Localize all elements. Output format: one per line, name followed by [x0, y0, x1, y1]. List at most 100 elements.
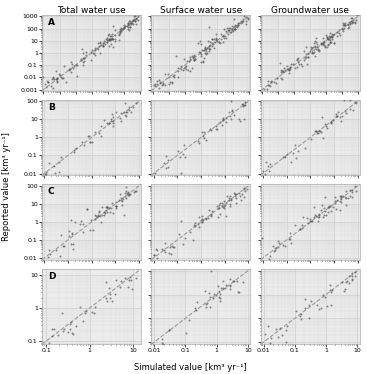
Point	[338, 194, 344, 200]
Point	[97, 40, 103, 46]
Point	[156, 77, 162, 83]
Point	[80, 221, 86, 227]
Point	[121, 25, 127, 31]
Point	[98, 42, 104, 48]
Point	[69, 231, 75, 237]
Point	[316, 212, 322, 218]
Point	[236, 20, 241, 26]
Point	[284, 65, 290, 71]
Point	[154, 82, 160, 88]
Point	[54, 79, 60, 85]
Point	[167, 243, 173, 249]
Point	[244, 186, 250, 191]
Point	[308, 136, 314, 142]
Point	[43, 169, 48, 175]
Point	[298, 316, 304, 322]
Point	[215, 283, 221, 289]
Point	[226, 25, 232, 31]
Point	[245, 15, 251, 21]
Point	[330, 34, 335, 40]
Point	[275, 244, 281, 250]
Point	[171, 244, 177, 250]
Point	[193, 307, 199, 313]
Point	[217, 119, 223, 125]
Point	[214, 38, 219, 44]
Point	[228, 98, 233, 104]
Point	[232, 26, 238, 32]
Point	[54, 75, 60, 81]
Point	[322, 43, 328, 49]
Point	[328, 289, 334, 295]
Point	[331, 40, 337, 46]
Title: Surface water use: Surface water use	[160, 6, 242, 15]
Point	[117, 29, 123, 35]
Point	[73, 145, 79, 151]
Point	[46, 254, 51, 260]
Point	[341, 21, 347, 27]
Point	[134, 15, 139, 21]
Point	[290, 150, 296, 156]
Point	[328, 119, 334, 125]
Point	[268, 335, 273, 341]
Point	[227, 276, 233, 282]
Point	[175, 68, 181, 74]
Point	[342, 108, 348, 114]
Point	[323, 212, 329, 218]
Point	[192, 56, 197, 62]
Point	[299, 222, 305, 228]
Point	[97, 50, 103, 56]
Point	[310, 50, 316, 56]
Point	[331, 40, 337, 46]
Point	[204, 45, 210, 51]
Point	[320, 292, 326, 298]
Point	[267, 161, 273, 167]
Point	[349, 273, 355, 279]
Point	[92, 45, 98, 51]
Point	[210, 40, 215, 46]
Point	[314, 130, 320, 136]
Point	[319, 305, 324, 311]
Point	[168, 251, 174, 257]
Point	[227, 113, 233, 119]
Point	[122, 193, 128, 199]
Point	[121, 24, 127, 30]
Point	[166, 249, 172, 255]
Point	[127, 19, 133, 25]
Point	[132, 188, 138, 194]
Point	[284, 64, 290, 70]
Point	[167, 79, 173, 85]
Point	[328, 208, 334, 214]
Point	[108, 41, 113, 47]
Point	[354, 12, 360, 18]
Point	[312, 38, 318, 44]
Point	[245, 16, 251, 22]
Point	[282, 243, 288, 249]
Point	[206, 24, 211, 30]
Point	[329, 36, 335, 42]
Point	[177, 154, 183, 160]
Point	[219, 200, 225, 206]
Point	[195, 221, 201, 227]
Point	[178, 170, 184, 176]
Point	[203, 48, 208, 54]
Point	[105, 32, 111, 38]
Point	[106, 36, 112, 42]
Point	[122, 23, 128, 29]
Point	[277, 325, 283, 331]
Point	[337, 193, 343, 199]
Point	[294, 56, 299, 62]
Point	[43, 84, 49, 90]
Point	[89, 309, 95, 315]
Point	[166, 163, 171, 169]
Point	[233, 195, 239, 201]
Point	[349, 20, 355, 26]
Point	[235, 22, 241, 28]
Point	[341, 22, 347, 28]
Point	[222, 285, 228, 291]
Point	[202, 45, 208, 50]
Point	[131, 16, 137, 22]
Point	[286, 67, 291, 73]
Point	[46, 79, 51, 85]
Point	[159, 340, 165, 346]
Point	[229, 108, 235, 114]
